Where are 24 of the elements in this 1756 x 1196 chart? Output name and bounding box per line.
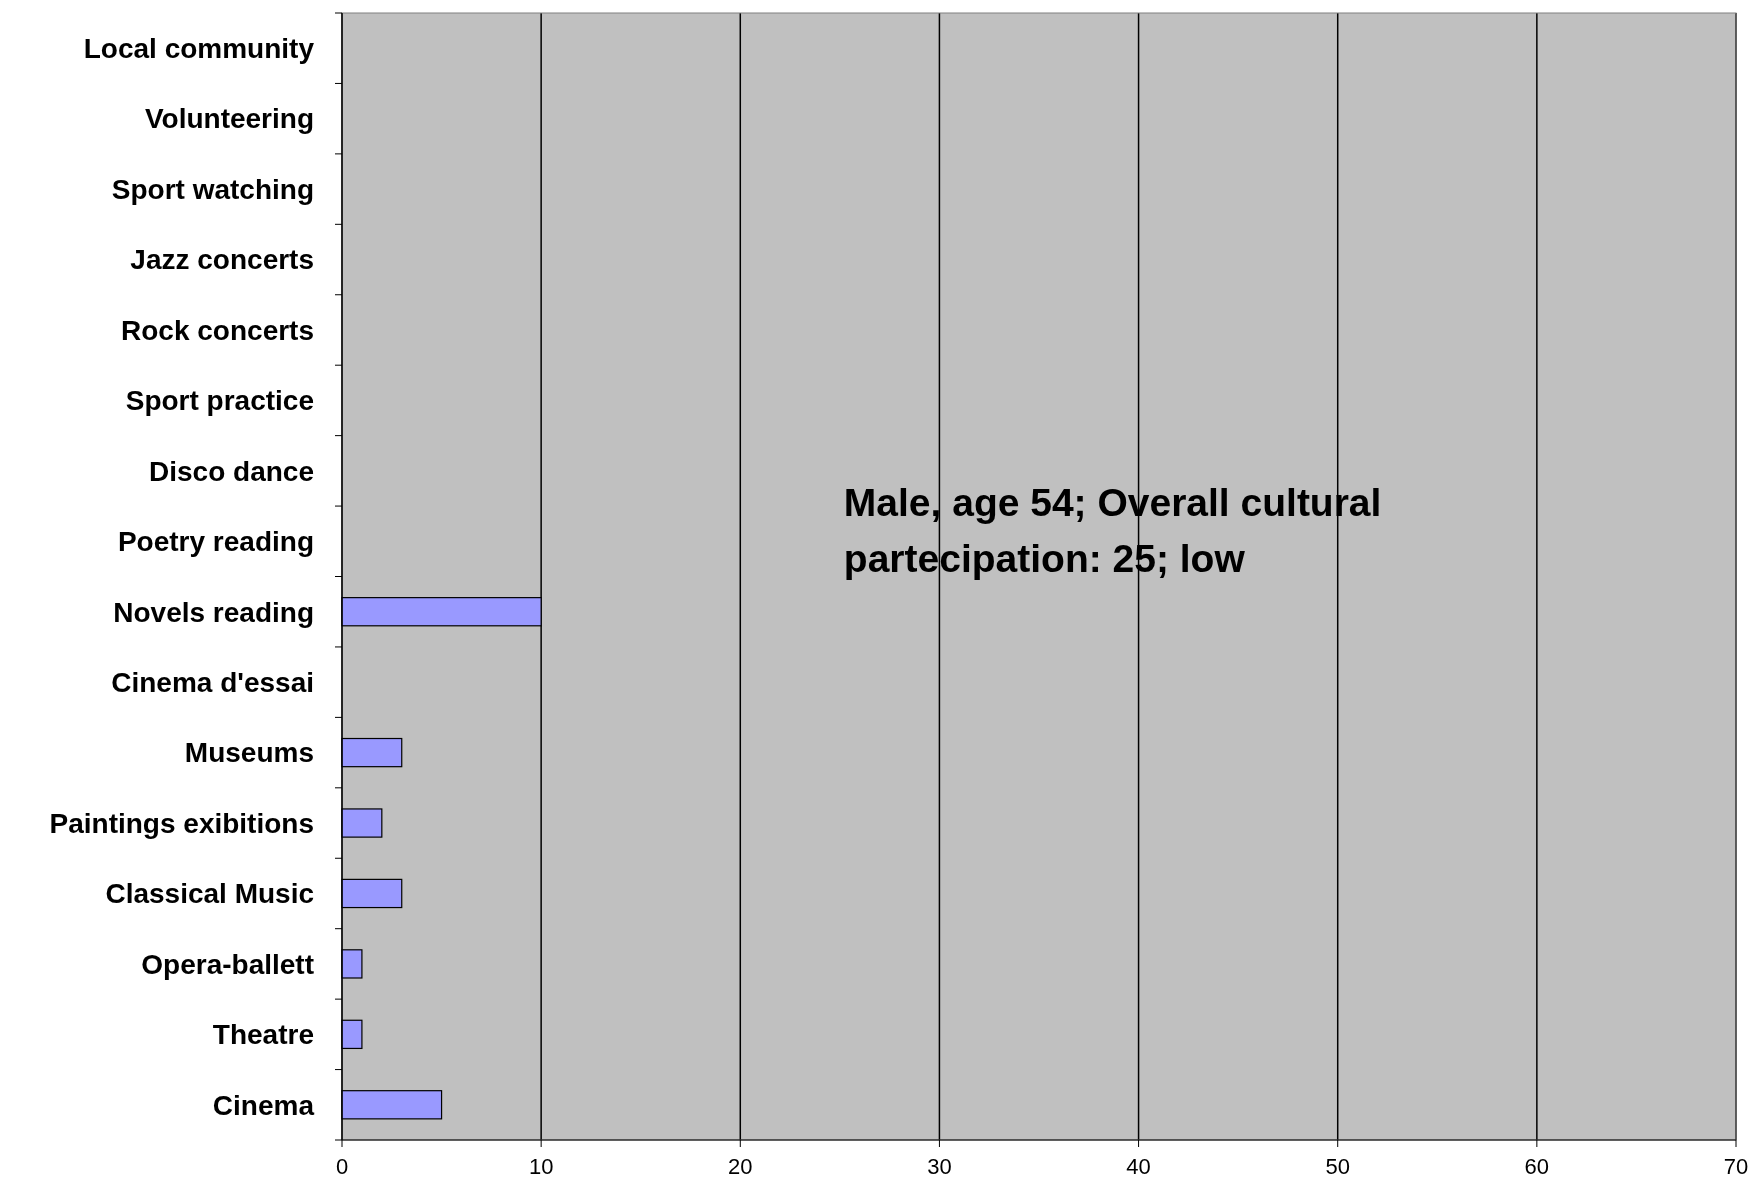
- y-tick-label: Opera-ballett: [141, 948, 314, 980]
- x-tick-label: 50: [1325, 1154, 1350, 1179]
- y-tick-label: Disco dance: [149, 455, 314, 487]
- y-tick-label: Jazz concerts: [130, 244, 314, 276]
- y-tick-label: Theatre: [212, 1019, 314, 1051]
- y-tick-label: Volunteering: [144, 103, 314, 135]
- x-tick-label: 0: [335, 1154, 349, 1179]
- y-tick-label: Poetry reading: [117, 526, 314, 558]
- y-tick-label: Sport practice: [125, 385, 314, 417]
- y-tick-label: Classical Music: [105, 878, 314, 910]
- y-tick-label: Museums: [184, 737, 314, 769]
- y-tick-label: Paintings exibitions: [49, 807, 314, 839]
- x-tick-label: 40: [1126, 1154, 1151, 1179]
- y-tick-label: Cinema d'essai: [111, 666, 314, 698]
- x-tick-label: 30: [927, 1154, 952, 1179]
- y-tick-label: Local community: [83, 33, 315, 65]
- x-tick-label: 70: [1723, 1154, 1749, 1179]
- y-tick-label: Sport watching: [111, 173, 314, 205]
- x-tick-label: 60: [1524, 1154, 1550, 1179]
- y-tick-label: Novels reading: [113, 596, 314, 628]
- y-tick-label: Cinema: [212, 1089, 315, 1121]
- x-tick-label: 20: [728, 1154, 753, 1179]
- x-tick-label: 10: [528, 1154, 554, 1179]
- y-tick-label: Rock concerts: [121, 314, 314, 346]
